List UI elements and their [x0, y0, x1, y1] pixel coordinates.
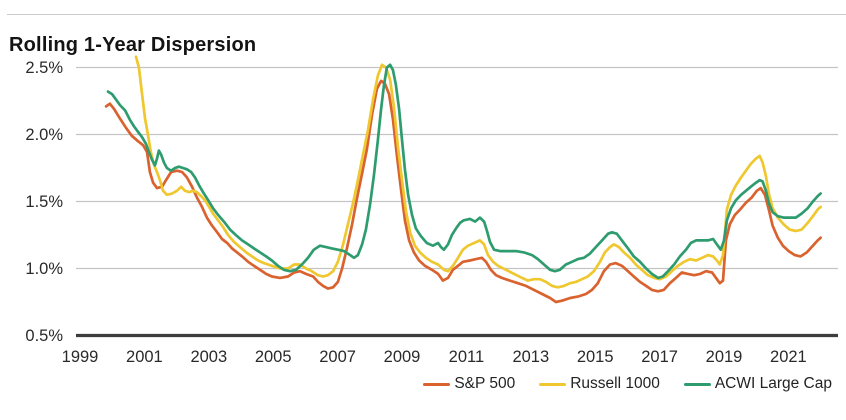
legend-item-acwi: ACWI Large Cap	[683, 375, 832, 393]
y-tick-label-1.0%: 1.0%	[25, 260, 63, 278]
series-line-russell-1000	[134, 55, 822, 289]
x-axis-labels: 1999 2001 2003 2005 2007 2009 2011 2013 2015 2017…	[62, 348, 807, 366]
acwi-line-swatch	[683, 382, 711, 386]
top-divider	[7, 14, 846, 15]
x-tick-label-2021: 2021	[770, 348, 807, 366]
y-axis-labels: 0.5% 1.0% 1.5% 2.0% 2.5%	[25, 59, 63, 345]
x-tick-label-2017: 2017	[641, 348, 678, 366]
russell1000-legend-label: Russell 1000	[570, 375, 660, 392]
x-tick-label-2015: 2015	[577, 348, 614, 366]
series-line-acwi-large-cap	[106, 63, 822, 280]
y-tick-label-1.5%: 1.5%	[25, 193, 63, 211]
y-tick-label-2.0%: 2.0%	[25, 126, 63, 144]
chart-title: Rolling 1-Year Dispersion	[9, 34, 257, 57]
sp500-line-swatch	[423, 382, 451, 386]
series-lines	[104, 55, 822, 304]
y-tick-label-2.5%: 2.5%	[25, 59, 63, 77]
y-tick-label-0.5%: 0.5%	[25, 327, 63, 345]
sp500-legend-label: S&P 500	[454, 375, 516, 392]
x-tick-label-2005: 2005	[255, 348, 292, 366]
x-tick-label-2007: 2007	[319, 348, 356, 366]
x-tick-label-2009: 2009	[384, 348, 421, 366]
x-tick-label-2003: 2003	[190, 348, 227, 366]
legend-item-sp500: S&P 500	[423, 375, 515, 393]
russell1000-line-swatch	[539, 382, 567, 386]
chart-legend: S&P 500 Russell 1000 ACWI Large Cap	[423, 374, 832, 394]
x-tick-label-2019: 2019	[706, 348, 743, 366]
series-line-s-p-500	[104, 79, 822, 304]
acwi-legend-label: ACWI Large Cap	[714, 375, 832, 392]
x-tick-label-2011: 2011	[449, 348, 484, 366]
gridlines	[76, 66, 838, 338]
x-tick-label-1999: 1999	[62, 348, 99, 366]
legend-item-russell1000: Russell 1000	[539, 375, 660, 393]
x-tick-label-2001: 2001	[126, 348, 163, 366]
x-tick-label-2013: 2013	[512, 348, 549, 366]
